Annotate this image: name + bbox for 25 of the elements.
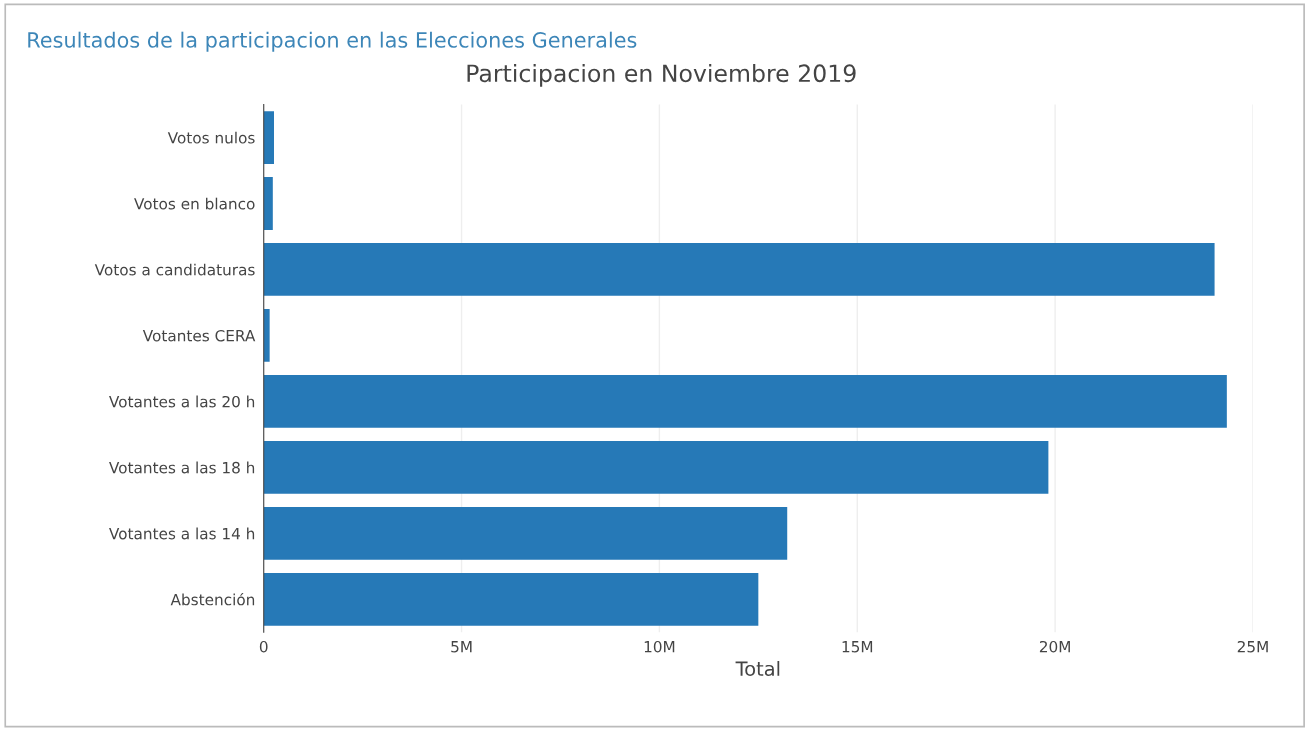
y-tick-label: Votantes a las 18 h (109, 461, 255, 474)
y-tick-label: Votos nulos (167, 131, 255, 144)
y-tick-label: Abstención (170, 592, 255, 606)
y-tick-label: Votos a candidaturas (94, 263, 255, 276)
bar (263, 375, 1227, 428)
y-tick-label: Votos en blanco (134, 197, 255, 210)
chart-subtitle: Resultados de la participacion en las Elecciones Generales (28, 31, 637, 52)
bar (263, 309, 270, 362)
y-tick-label: Votantes a las 14 h (109, 527, 255, 540)
x-tick-label: 20M (1039, 640, 1070, 653)
bar (263, 440, 1049, 494)
bar (263, 177, 273, 230)
bar (263, 506, 788, 560)
y-tick-label: Votantes a las 20 h (109, 395, 255, 408)
x-tick-label: 15M (842, 641, 873, 653)
y-tick-label: Votantes CERA (142, 329, 256, 342)
bar (263, 243, 1215, 296)
bar (263, 111, 274, 164)
bar (263, 572, 759, 626)
x-axis-title: Total (735, 660, 780, 677)
chart-title: Participacion en Noviembre 2019 (467, 63, 856, 87)
x-tick-label: 5M (451, 641, 472, 653)
x-tick-label: 0 (259, 640, 268, 653)
x-tick-label: 10M (644, 640, 675, 653)
x-tick-label: 25M (1237, 640, 1268, 653)
